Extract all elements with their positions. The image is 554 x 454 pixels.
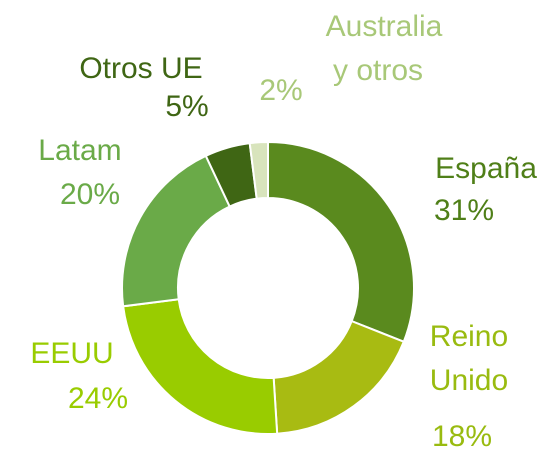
value-label: 31% — [434, 194, 494, 227]
donut-slice — [122, 298, 279, 435]
slice-label: Reino — [430, 320, 508, 353]
value-label: 2% — [259, 74, 302, 107]
slice-label: Unido — [430, 364, 508, 397]
slice-label: España — [435, 152, 537, 185]
slice-label: Australia — [326, 10, 443, 43]
value-label: 24% — [68, 382, 128, 415]
value-label: 20% — [60, 178, 120, 211]
donut-slice — [121, 154, 232, 308]
slice-label: y otros — [333, 54, 423, 87]
slice-label: Latam — [38, 134, 121, 167]
slice-label: Otros UE — [79, 52, 202, 85]
value-label: 18% — [432, 420, 492, 453]
donut-slice — [248, 140, 269, 200]
value-label: 5% — [165, 90, 208, 123]
donut-slice — [272, 319, 406, 435]
slice-label: EEUU — [30, 337, 113, 370]
donut-slice — [267, 140, 415, 344]
